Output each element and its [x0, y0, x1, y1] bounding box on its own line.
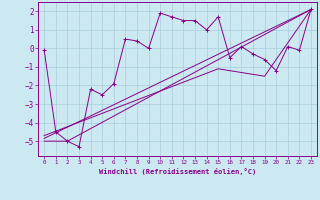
X-axis label: Windchill (Refroidissement éolien,°C): Windchill (Refroidissement éolien,°C): [99, 168, 256, 175]
